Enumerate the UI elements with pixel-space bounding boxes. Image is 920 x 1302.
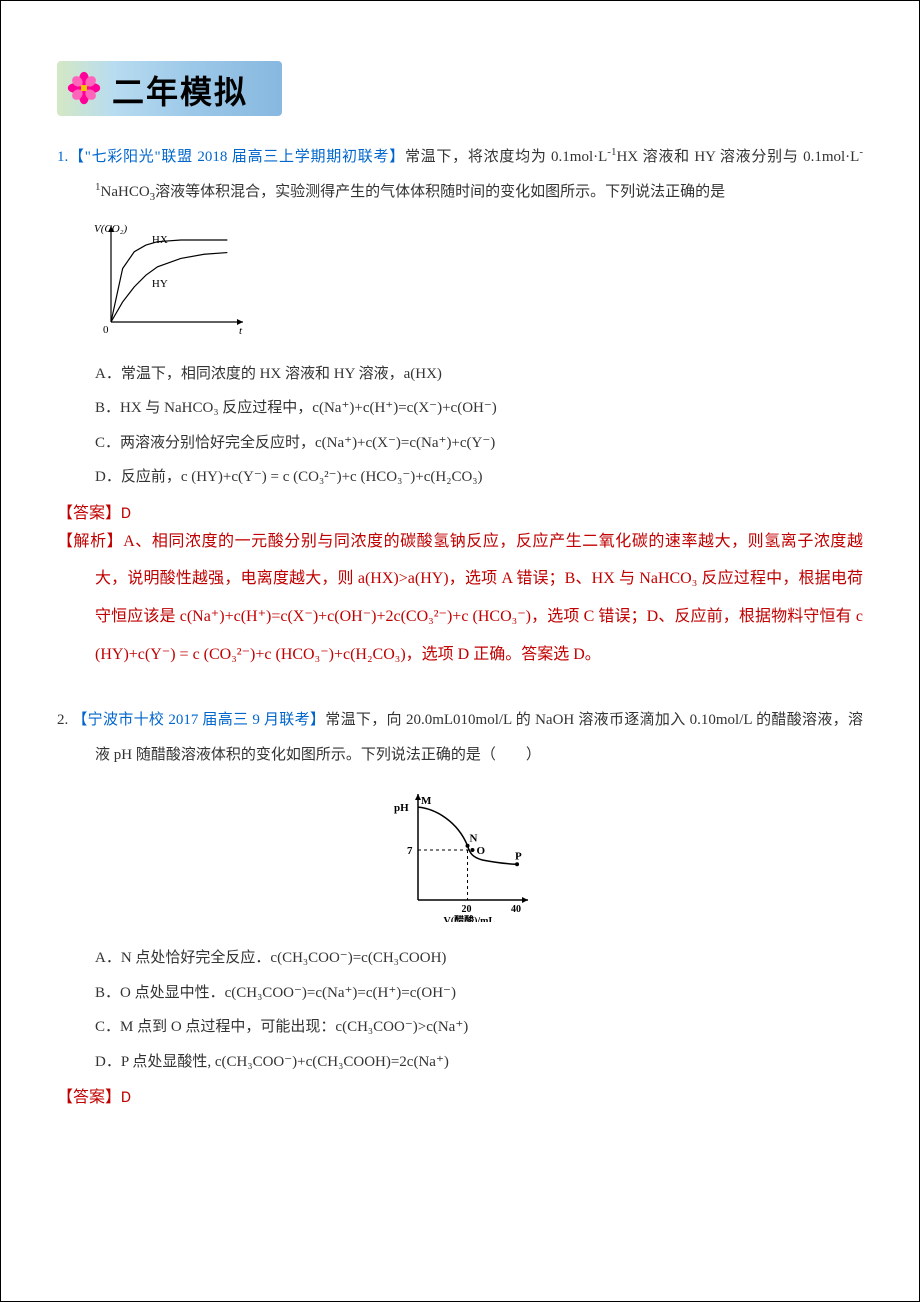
explain-body: A、相同浓度的一元酸分别与同浓度的碳酸氢钠反应，反应产生二氧化碳的速率越大，则氢… xyxy=(95,533,863,663)
svg-text:HY: HY xyxy=(152,278,168,290)
svg-text:40: 40 xyxy=(511,904,521,915)
q2-option-a: A．N 点处恰好完全反应．c(CH₃COO⁻)=c(CH₃COOH) xyxy=(57,941,863,976)
q2-number: 2. xyxy=(57,712,72,728)
q1-source: 【"七彩阳光"联盟 2018 届高三上学期期初联考】 xyxy=(68,149,405,165)
q1-stem-p2: HX 溶液和 HY 溶液分别与 0.1mol·L xyxy=(616,149,859,165)
svg-text:20: 20 xyxy=(462,904,472,915)
answer-value: D xyxy=(121,1088,131,1107)
q2-answer: 【答案】D xyxy=(57,1083,863,1107)
svg-text:V(CO₂): V(CO₂) xyxy=(94,223,127,235)
answer-value: D xyxy=(121,504,131,523)
q2-option-d: D．P 点处显酸性, c(CH₃COO⁻)+c(CH₃COOH)=2c(Na⁺) xyxy=(57,1045,863,1080)
q2-chart: pH 7 M NO P 20 40 V(醋酸)/mL xyxy=(57,782,863,927)
q1-answer: 【答案】D xyxy=(57,499,863,523)
q1-option-d: D．反应前，c (HY)+c(Y⁻) = c (CO₃²⁻)+c (HCO₃⁻)… xyxy=(57,460,863,495)
svg-text:0: 0 xyxy=(103,324,109,336)
q2-option-c: C．M 点到 O 点过程中，可能出现：c(CH₃COO⁻)>c(Na⁺) xyxy=(57,1010,863,1045)
svg-text:t: t xyxy=(239,325,243,337)
q1-stem-p3: NaHCO xyxy=(101,184,150,200)
svg-text:N: N xyxy=(470,833,478,845)
q1-option-b: B．HX 与 NaHCO₃ 反应过程中，c(Na⁺)+c(H⁺)=c(X⁻)+c… xyxy=(57,391,863,426)
q2-option-b: B．O 点处显中性．c(CH₃COO⁻)=c(Na⁺)=c(H⁺)=c(OH⁻) xyxy=(57,976,863,1011)
q2-source: 【宁波市十校 2017 届高三 9 月联考】 xyxy=(72,712,325,728)
svg-text:7: 7 xyxy=(407,845,413,857)
q1-stem: 1.【"七彩阳光"联盟 2018 届高三上学期期初联考】常温下，将浓度均为 0.… xyxy=(57,140,863,210)
svg-text:V(醋酸)/mL: V(醋酸)/mL xyxy=(444,914,496,922)
svg-text:O: O xyxy=(476,845,485,857)
q1-stem-p1: 常温下，将浓度均为 0.1mol·L xyxy=(405,149,607,165)
q1-chart: V(CO₂) t 0 HX HY xyxy=(93,218,863,343)
banner: 二年模拟 xyxy=(57,61,282,116)
q1-number: 1. xyxy=(57,149,68,165)
svg-text:pH: pH xyxy=(394,802,409,814)
svg-text:HX: HX xyxy=(152,234,168,246)
q1-option-c: C．两溶液分别恰好完全反应时，c(Na⁺)+c(X⁻)=c(Na⁺)+c(Y⁻) xyxy=(57,426,863,461)
q1-stem-p4: 溶液等体积混合，实验测得产生的气体体积随时间的变化如图所示。下列说法正确的是 xyxy=(155,184,725,200)
svg-text:M: M xyxy=(421,795,432,807)
flower-icon xyxy=(65,69,103,107)
svg-text:P: P xyxy=(515,850,522,862)
answer-label: 【答案】 xyxy=(57,505,121,522)
q2-stem: 2. 【宁波市十校 2017 届高三 9 月联考】常温下，向 20.0mL010… xyxy=(57,703,863,772)
q1-option-a: A．常温下，相同浓度的 HX 溶液和 HY 溶液，a(HX) xyxy=(57,357,863,392)
answer-label: 【答案】 xyxy=(57,1089,121,1106)
explain-label: 【解析】 xyxy=(57,533,123,550)
banner-title: 二年模拟 xyxy=(112,67,248,113)
q1-explanation: 【解析】A、相同浓度的一元酸分别与同浓度的碳酸氢钠反应，反应产生二氧化碳的速率越… xyxy=(57,523,863,673)
